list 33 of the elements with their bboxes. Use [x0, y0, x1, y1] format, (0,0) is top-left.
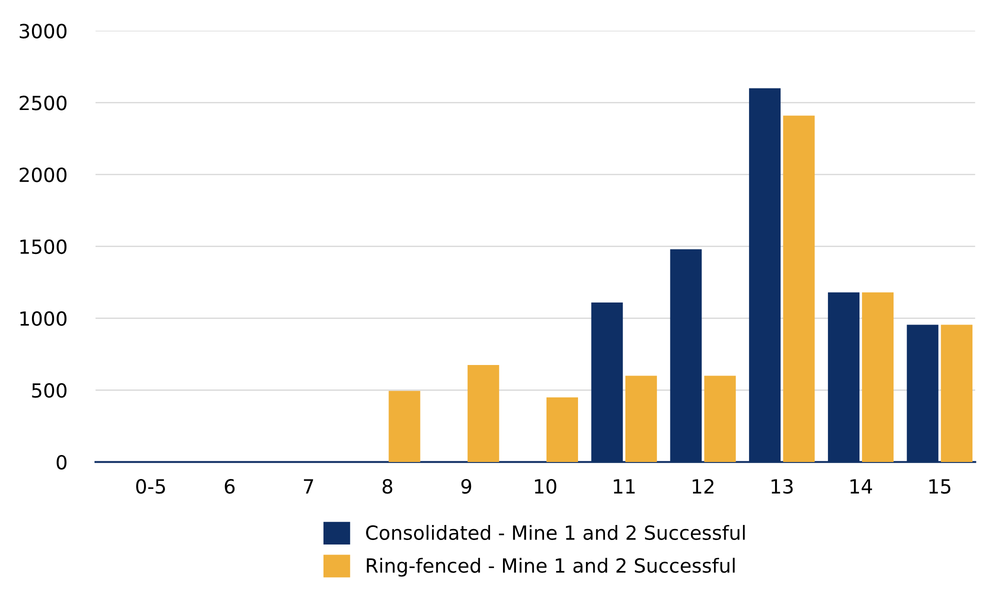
- x-tick-label: 0-5: [136, 479, 165, 494]
- y-tick-label: 500: [32, 383, 66, 398]
- bar: [828, 292, 860, 462]
- bar: [468, 364, 500, 462]
- x-tick-label: 15: [929, 479, 950, 494]
- legend-label: Ring-fenced - Mine 1 and 2 Successful: [366, 558, 735, 577]
- y-tick-label: 1500: [20, 239, 66, 254]
- bar: [591, 302, 623, 462]
- bar: [670, 249, 702, 462]
- y-tick-label: 0: [56, 454, 66, 470]
- x-tick-label: 6: [224, 479, 235, 494]
- y-tick-label: 3000: [20, 24, 66, 38]
- bar: [906, 324, 938, 462]
- x-tick-label: 12: [692, 479, 714, 494]
- bar: [546, 397, 578, 462]
- bar: [749, 88, 781, 462]
- x-tick-label: 14: [850, 479, 872, 494]
- x-tick-label: 11: [614, 479, 635, 494]
- bar: [704, 376, 736, 462]
- bar: [862, 292, 894, 462]
- x-tick-label: 13: [772, 479, 793, 494]
- y-tick-label: 2000: [20, 167, 66, 182]
- bar: [783, 116, 815, 462]
- legend-label: Consolidated - Mine 1 and 2 Successful: [366, 524, 745, 540]
- bar: [388, 390, 420, 462]
- x-tick-label: 10: [534, 479, 556, 494]
- x-tick-label: 9: [461, 479, 472, 494]
- x-tick-label: 8: [382, 479, 392, 494]
- bar: [625, 376, 657, 462]
- bar: [940, 324, 972, 462]
- y-tick-label: 2500: [20, 96, 66, 110]
- x-tick-label: 7: [304, 479, 314, 494]
- y-tick-label: 1000: [20, 311, 66, 326]
